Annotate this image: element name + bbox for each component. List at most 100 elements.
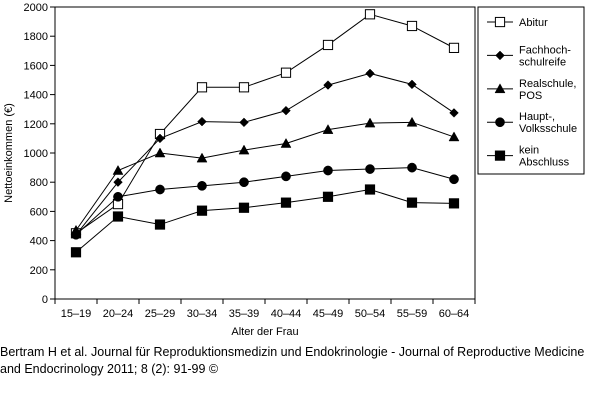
legend-label: Abitur: [519, 17, 548, 29]
data-point: [71, 229, 81, 240]
legend-label: Realschule,: [519, 78, 576, 90]
data-point: [112, 211, 124, 222]
data-point: [449, 108, 459, 118]
series-line: [75, 121, 455, 231]
legend-label: Volksschule: [519, 123, 577, 135]
y-tick-label: 600: [30, 206, 48, 218]
data-point: [406, 116, 418, 127]
x-tick-label: 25–29: [145, 308, 176, 320]
x-tick-label: 35–39: [229, 308, 260, 320]
data-point: [322, 191, 334, 202]
series-1: [70, 9, 460, 239]
legend-entry: Haupt-,Volksschule: [487, 111, 577, 135]
data-point: [238, 82, 250, 93]
data-point: [113, 177, 123, 187]
data-point: [406, 20, 418, 32]
legend-marker: [494, 16, 506, 28]
data-point: [364, 9, 376, 20]
legend: Abitur Fachhoch-schulreife Realschule,POS H…: [477, 6, 585, 175]
data-point: [322, 124, 334, 134]
y-tick-label: 400: [30, 236, 48, 248]
data-point: [154, 219, 166, 230]
data-point: [280, 197, 292, 208]
data-point: [281, 171, 291, 182]
x-tick-label: 30–34: [187, 308, 218, 320]
legend-label: Haupt-,: [519, 111, 555, 123]
data-point: [197, 181, 207, 191]
figure-caption: Bertram H et al. Journal für Reproduktio…: [0, 345, 585, 376]
legend-marker: [495, 117, 505, 128]
x-axis-title: Alter der Frau: [231, 326, 298, 338]
legend-label: Abschluss: [519, 157, 570, 169]
y-tick-label: 0: [42, 294, 48, 306]
data-point: [197, 116, 207, 127]
series-5: [70, 184, 460, 258]
legend-box: [477, 6, 585, 175]
data-point: [238, 202, 250, 213]
data-point: [280, 137, 292, 148]
data-point: [155, 133, 165, 144]
series-group: [70, 9, 460, 258]
data-point: [407, 162, 417, 173]
series-3: [70, 116, 460, 235]
series-line: [75, 72, 455, 236]
data-point: [281, 105, 291, 116]
series-2: [71, 68, 459, 240]
legend-label: schulreife: [519, 56, 566, 68]
data-point: [406, 197, 418, 208]
data-point: [112, 165, 124, 175]
data-point: [323, 80, 333, 90]
axes: 0 200 400 600 800 1000 1200 1400 1600 1800 2000 15–…: [3, 2, 476, 338]
data-point: [196, 152, 208, 163]
x-tick-label: 40–44: [271, 308, 302, 320]
data-point: [407, 79, 417, 90]
x-tick-label: 45–49: [313, 308, 344, 320]
x-tick-label: 60–64: [439, 308, 470, 320]
data-point: [239, 117, 249, 128]
data-point: [154, 147, 166, 158]
data-point: [448, 198, 460, 209]
legend-label: Fachhoch-: [519, 44, 571, 56]
data-point: [238, 144, 250, 155]
y-tick-label: 2000: [24, 2, 48, 14]
plot-frame: [54, 6, 476, 300]
x-tick-label: 15–19: [61, 308, 92, 320]
line-chart: 0 200 400 600 800 1000 1200 1400 1600 1800 2000 15–…: [3, 2, 585, 338]
data-point: [364, 117, 376, 128]
legend-marker: [494, 83, 506, 94]
data-point: [365, 68, 375, 79]
data-point: [449, 174, 459, 185]
data-point: [448, 42, 460, 53]
legend-label: POS: [519, 90, 542, 102]
data-point: [239, 177, 249, 188]
x-tick-label: 55–59: [397, 308, 428, 320]
legend-entry: Fachhoch-schulreife: [487, 44, 571, 68]
data-point: [196, 82, 208, 93]
y-axis-title: Nettoeinkommen (€): [3, 103, 15, 203]
y-tick-label: 1400: [24, 90, 48, 102]
data-point: [364, 184, 376, 195]
y-tick-label: 1200: [24, 119, 48, 131]
data-point: [70, 247, 82, 258]
data-point: [365, 164, 375, 174]
y-tick-label: 200: [30, 265, 48, 277]
legend-entry: Abitur: [487, 16, 548, 29]
data-point: [280, 67, 292, 78]
series-4: [71, 162, 459, 240]
data-point: [196, 205, 208, 216]
data-point: [323, 165, 333, 176]
legend-marker: [494, 150, 506, 161]
legend-label: kein: [519, 145, 539, 157]
y-tick-label: 1600: [24, 60, 48, 72]
legend-marker: [495, 50, 505, 61]
x-tick-label: 50–54: [355, 308, 386, 320]
y-tick-label: 800: [30, 177, 48, 189]
data-point: [155, 184, 165, 195]
series-line: [75, 13, 455, 234]
data-point: [322, 39, 334, 51]
y-tick-label: 1000: [24, 148, 48, 160]
x-tick-label: 20–24: [103, 308, 134, 320]
data-point: [448, 131, 460, 142]
